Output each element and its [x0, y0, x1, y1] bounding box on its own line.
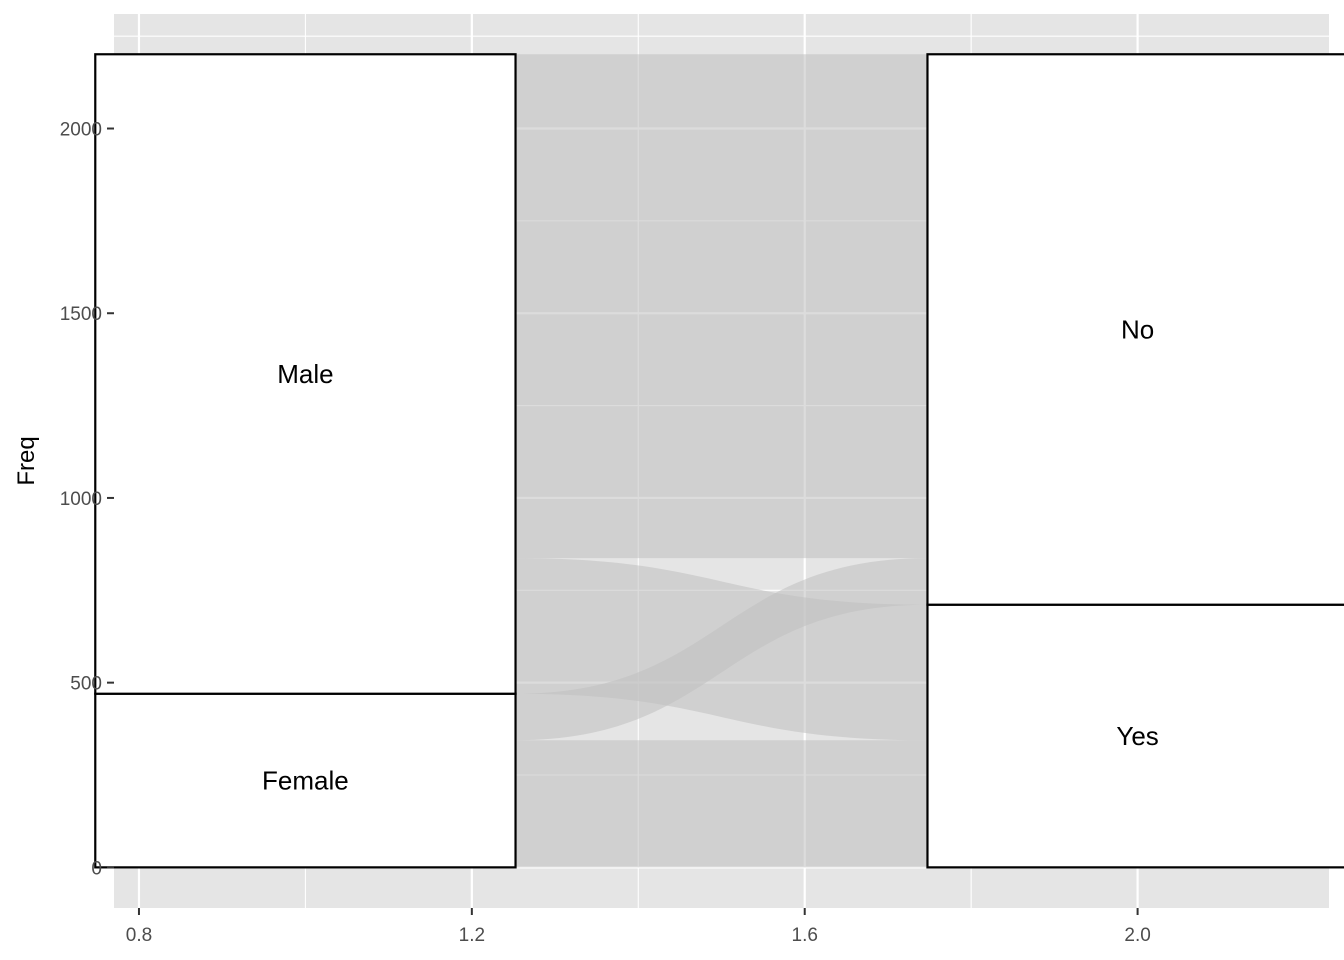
- stratum-label-no: No: [1121, 314, 1154, 344]
- x-tick-label: 1.2: [459, 925, 485, 946]
- y-tick-label: 1000: [60, 489, 102, 510]
- stratum-label-male: Male: [277, 359, 333, 389]
- flows: [515, 54, 928, 868]
- flow-female-yes: [515, 740, 928, 868]
- x-tick-label: 0.8: [126, 925, 152, 946]
- stratum-yes: [926, 603, 1344, 869]
- y-tick-label: 1500: [60, 304, 102, 325]
- stratum-male: [94, 53, 517, 695]
- y-tick-label: 0: [91, 858, 102, 879]
- y-tick-label: 2000: [60, 120, 102, 141]
- stratum-label-yes: Yes: [1116, 721, 1158, 751]
- stratum-label-female: Female: [262, 766, 349, 796]
- y-axis: 0 500 1000 1500 2000: [60, 120, 114, 879]
- flow-male-no: [515, 54, 928, 559]
- x-axis: 0.8 1.2 1.6 2.0: [126, 908, 1151, 946]
- strata: Female Male Yes No: [94, 53, 1344, 869]
- flow-male-yes: [515, 558, 928, 741]
- y-axis-title: Freq: [13, 436, 40, 485]
- x-tick-label: 2.0: [1124, 925, 1150, 946]
- stratum-female: [94, 692, 517, 869]
- x-tick-label: 1.6: [792, 925, 818, 946]
- y-tick-label: 500: [70, 674, 102, 695]
- stratum-no: [926, 53, 1344, 606]
